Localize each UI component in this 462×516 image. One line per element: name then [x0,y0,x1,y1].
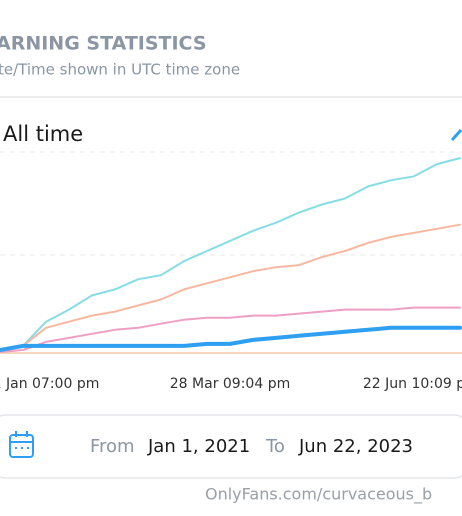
date-range-card[interactable] [0,414,462,479]
series-line [0,306,461,353]
x-tick-label: 22 Jun 10:09 p [363,376,462,392]
from-date[interactable]: Jan 1, 2021 [147,436,250,457]
plot [0,157,462,353]
page-title: ARNING STATISTICS [0,33,207,55]
expand-icon[interactable] [450,128,462,142]
to-date[interactable]: Jun 22, 2023 [298,436,413,457]
x-tick-label: 1 Jan 07:00 pm [0,376,99,392]
calendar-icon [9,431,34,458]
chart-title[interactable]: All time [3,122,83,146]
series-line [0,157,461,353]
watermark: OnlyFans.com/curvaceous_b [205,485,432,505]
page-subtitle: te/Time shown in UTC time zone [0,61,240,79]
series-line [0,223,461,353]
series-line [0,325,462,352]
to-label: To [265,436,285,457]
from-label: From [90,436,135,457]
x-tick-label: 28 Mar 09:04 pm [170,376,290,392]
